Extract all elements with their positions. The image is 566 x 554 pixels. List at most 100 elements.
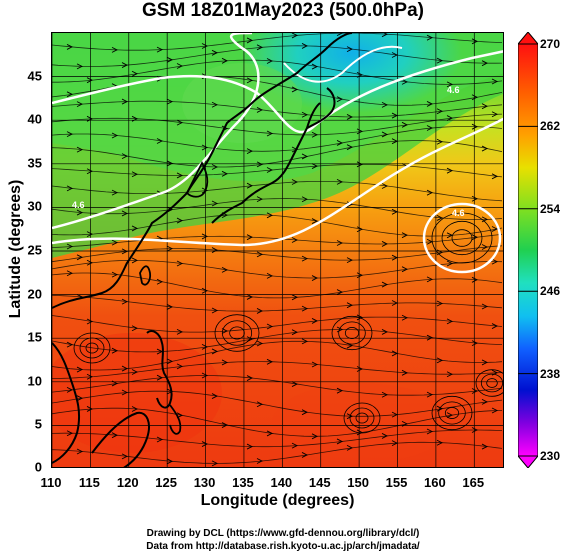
x-tick-label: 160 — [424, 475, 446, 490]
colorbar-tick-label: 230 — [540, 449, 561, 463]
wind-arrow — [111, 271, 119, 278]
wind-arrow — [76, 209, 84, 216]
streamline — [52, 375, 503, 396]
wind-arrow — [381, 391, 389, 398]
wind-arrow — [166, 160, 174, 167]
wind-arrow — [221, 57, 229, 64]
wind-arrow — [156, 138, 164, 144]
wind-arrow — [256, 161, 264, 168]
wind-arrow — [201, 233, 209, 240]
wind-arrow — [391, 411, 399, 418]
x-tick-label: 145 — [308, 475, 331, 490]
wind-arrow — [481, 60, 489, 67]
wind-arrow — [336, 96, 344, 103]
wind-arrow — [391, 350, 399, 357]
wind-arrow — [346, 444, 354, 451]
wind-arrow — [346, 413, 354, 420]
wind-arrow — [301, 409, 309, 416]
height-contours — [52, 33, 503, 274]
wind-arrow — [66, 386, 74, 393]
wind-arrow — [311, 433, 319, 440]
x-tick-label: 130 — [193, 475, 216, 490]
wind-arrow — [266, 430, 274, 437]
vortex-ring — [444, 407, 460, 419]
wind-arrow — [156, 46, 164, 53]
wind-arrow — [426, 428, 434, 435]
wind-arrow — [401, 369, 409, 376]
wind-arrow — [86, 115, 94, 122]
wind-arrow — [346, 302, 354, 309]
coastlines — [52, 33, 353, 467]
wind-arrow — [156, 374, 164, 381]
wind-arrow — [131, 115, 139, 122]
contour-labels: 4.6 4.6 4.6 — [72, 85, 465, 218]
wind-arrow — [211, 164, 219, 170]
wind-arrow — [426, 125, 434, 131]
wind-arrow — [471, 276, 479, 283]
vortex-ring — [343, 402, 381, 434]
wind-arrow — [301, 196, 309, 203]
y-tick-label: 35 — [27, 155, 42, 171]
wind-arrow — [121, 365, 129, 372]
wind-arrow — [76, 101, 84, 108]
temperature-wind-map: 4.6 4.6 4.6 — [51, 32, 504, 468]
wind-arrow — [76, 366, 84, 373]
wind-arrow — [291, 442, 299, 449]
streamline — [52, 260, 503, 279]
wind-arrow — [381, 101, 389, 108]
wind-arrow — [381, 281, 389, 288]
vortex-ring — [441, 220, 483, 256]
wind-arrow — [111, 432, 119, 439]
x-tick-label: 125 — [155, 475, 178, 490]
wind-arrow — [211, 247, 219, 253]
wind-arrow — [111, 132, 119, 139]
wind-arrow — [246, 294, 254, 300]
wind-arrow — [301, 153, 309, 160]
wind-arrow — [391, 208, 399, 215]
wind-arrow — [66, 270, 74, 277]
y-tick-label: 0 — [34, 459, 42, 475]
wind-arrow — [266, 58, 274, 64]
wind-arrow — [356, 314, 364, 321]
wind-arrow — [301, 255, 309, 262]
wind-arrow — [211, 393, 219, 399]
streamline — [52, 181, 503, 202]
wind-arrow — [66, 131, 74, 138]
wind-arrow — [66, 185, 74, 192]
wind-arrow — [311, 63, 319, 70]
wind-arrow — [491, 407, 499, 414]
wind-arrow — [176, 217, 184, 224]
streamline — [52, 361, 503, 379]
wind-arrow — [346, 257, 354, 264]
vortex-ring — [338, 321, 366, 345]
wind-arrow — [481, 303, 489, 310]
wind-arrow — [446, 167, 454, 174]
wind-arrow — [436, 357, 444, 364]
wind-arrow — [111, 347, 119, 354]
wind-arrow — [256, 401, 264, 408]
wind-arrow — [401, 232, 409, 239]
wind-arrow — [471, 340, 479, 346]
wind-arrow — [446, 318, 454, 325]
wind-arrow — [391, 440, 399, 447]
wind-arrow — [256, 458, 264, 464]
wind-arrow — [121, 210, 129, 217]
wind-arrow — [66, 341, 74, 348]
vortex-ring — [229, 326, 245, 340]
wind-arrow — [336, 438, 344, 445]
wind-arrow — [221, 170, 229, 177]
wind-arrow — [131, 225, 139, 232]
wind-arrow — [256, 340, 264, 347]
wind-arrow — [291, 329, 299, 336]
wind-arrow — [256, 308, 264, 314]
wind-arrow — [311, 318, 319, 324]
wind-arrow — [401, 121, 409, 128]
wind-arrow — [336, 33, 344, 37]
wind-arrow — [111, 46, 119, 53]
wind-arrow — [391, 138, 399, 145]
wind-arrow — [121, 62, 129, 68]
wind-arrow — [86, 406, 94, 412]
wind-arrow — [471, 38, 479, 45]
wind-arrow — [471, 94, 479, 101]
streamline — [52, 214, 503, 237]
